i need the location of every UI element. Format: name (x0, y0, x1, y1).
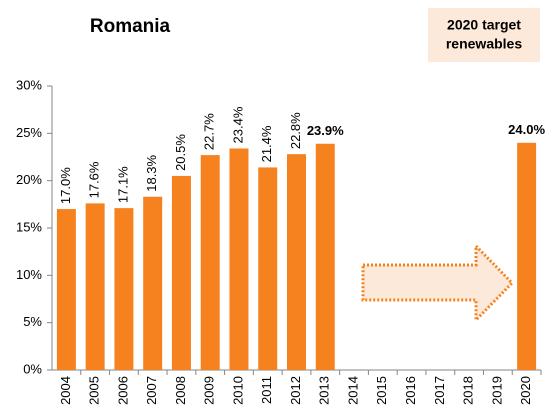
y-tick-label: 20% (16, 172, 42, 187)
y-tick-label: 5% (23, 314, 42, 329)
x-tick-label: 2018 (461, 376, 476, 405)
x-tick-label: 2016 (403, 376, 418, 405)
x-tick-label: 2014 (345, 376, 360, 405)
bar (200, 155, 220, 370)
value-label: 22.7% (202, 113, 217, 150)
x-tick-label: 2015 (374, 376, 389, 405)
x-tick-label: 2010 (230, 376, 245, 405)
bar (258, 167, 278, 370)
value-label: 21.4% (259, 125, 274, 162)
value-label: 23.9% (307, 123, 344, 138)
x-tick-label: 2005 (87, 376, 102, 405)
bar (143, 196, 163, 370)
x-tick-label: 2009 (202, 376, 217, 405)
y-tick-label: 25% (16, 125, 42, 140)
bar (287, 154, 306, 370)
y-tick-label: 0% (23, 361, 42, 376)
arrow (361, 242, 515, 324)
bar (517, 142, 537, 370)
bar (56, 209, 76, 370)
value-label: 17.0% (58, 167, 73, 204)
value-label: 18.3% (144, 154, 159, 191)
x-tick-label: 2004 (58, 376, 73, 405)
value-label: 17.1% (115, 166, 130, 203)
x-tick-label: 2008 (173, 376, 188, 405)
x-tick-label: 2011 (259, 376, 274, 404)
chart-title: Romania (90, 16, 171, 37)
annotation: renewables (446, 36, 522, 52)
value-label: 17.6% (87, 161, 102, 198)
x-tick-label: 2020 (518, 376, 533, 405)
y-tick-label: 10% (16, 267, 42, 282)
value-label: 22.8% (288, 112, 303, 149)
y-tick-label: 15% (16, 219, 42, 234)
x-tick-label: 2017 (432, 376, 447, 405)
value-label: 23.4% (230, 106, 245, 143)
y-tick-label: 30% (16, 77, 42, 92)
x-tick-label: 2019 (489, 376, 504, 405)
bar (114, 208, 134, 370)
bar (171, 175, 191, 370)
x-tick-label: 2007 (144, 376, 159, 405)
annotation-box (428, 8, 540, 62)
value-label: 20.5% (173, 134, 188, 171)
x-tick-label: 2013 (317, 376, 332, 405)
x-tick-label: 2012 (288, 376, 303, 405)
bar (315, 143, 335, 370)
bar (229, 148, 249, 370)
x-tick-label: 2006 (115, 376, 130, 405)
annotation: 2020 target (447, 17, 521, 33)
value-label: 24.0% (508, 122, 545, 137)
bar (85, 203, 105, 370)
